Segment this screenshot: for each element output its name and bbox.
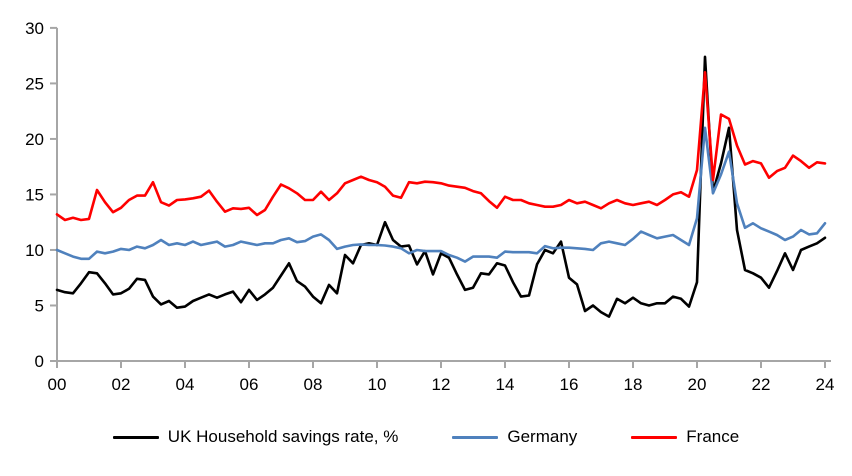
series-line-france: [55, 71, 827, 222]
series-lines: [55, 55, 827, 318]
axes: [50, 26, 831, 368]
legend-label-germany: Germany: [507, 427, 578, 446]
x-axis-tick-label: 18: [624, 375, 643, 394]
x-axis-tick-label: 10: [368, 375, 387, 394]
y-axis-tick-label: 20: [25, 130, 44, 149]
series-line-germany: [55, 126, 827, 263]
x-axis-tick-label: 08: [304, 375, 323, 394]
chart-legend: UK Household savings rate, % Germany Franc…: [0, 417, 852, 457]
legend-line-sample-germany: [452, 435, 499, 439]
x-axis-tick-label: 06: [240, 375, 259, 394]
series-line-uk-household-savings-rate: [55, 55, 827, 318]
y-axis-tick-label: 0: [35, 352, 44, 371]
x-axis-tick-label: 20: [688, 375, 707, 394]
y-axis-tick-label: 30: [25, 19, 44, 38]
legend-line-sample-uk-household-savings-rate: [112, 435, 159, 439]
legend-item-uk-household-savings-rate: UK Household savings rate, %: [112, 427, 399, 447]
axis-tick-labels: 0 5 10 15 20 25 30 00 02 04 06 08 10 12 14 16 18 20 22 24: [25, 19, 834, 394]
legend-item-france: France: [631, 427, 739, 447]
x-axis-tick-label: 14: [496, 375, 515, 394]
x-axis-tick-label: 12: [432, 375, 451, 394]
savings-rate-line-chart: 0 5 10 15 20 25 30 00 02 04 06 08 10 12 14 16 18 20 22 24: [25, 19, 834, 394]
x-axis-tick-label: 24: [816, 375, 835, 394]
x-axis-tick-label: 04: [176, 375, 195, 394]
y-axis-tick-label: 25: [25, 74, 44, 93]
legend-label-france: France: [686, 427, 740, 446]
x-axis-tick-label: 00: [48, 375, 67, 394]
y-axis-tick-label: 10: [25, 241, 44, 260]
y-axis-tick-label: 5: [35, 296, 44, 315]
x-axis-tick-label: 16: [560, 375, 579, 394]
legend-line-sample-france: [631, 435, 678, 439]
legend-item-germany: Germany: [452, 427, 577, 447]
x-axis-tick-label: 22: [752, 375, 771, 394]
legend-label-uk-household-savings-rate: UK Household savings rate, %: [167, 427, 399, 446]
y-axis-tick-label: 15: [25, 185, 44, 204]
x-axis-tick-label: 02: [112, 375, 131, 394]
